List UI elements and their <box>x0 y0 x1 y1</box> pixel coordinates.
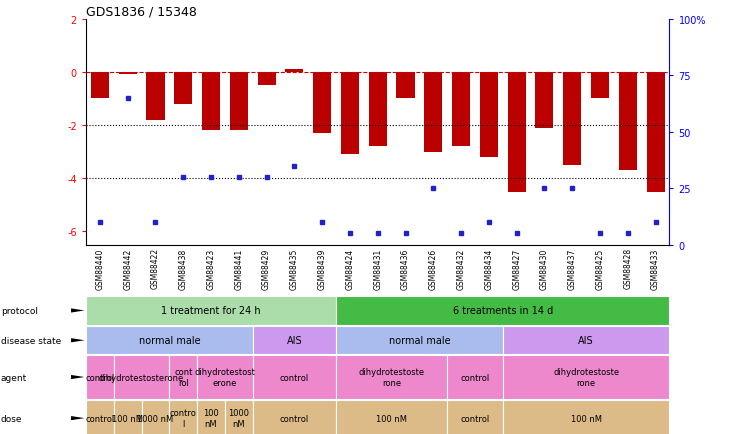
Text: GSM88425: GSM88425 <box>595 248 604 289</box>
Text: cont
rol: cont rol <box>174 368 192 387</box>
Bar <box>202 72 220 131</box>
Text: dose: dose <box>1 414 22 423</box>
Text: agent: agent <box>1 373 27 381</box>
Text: control: control <box>280 414 309 423</box>
Polygon shape <box>71 375 85 379</box>
Text: 1000 nM: 1000 nM <box>138 414 174 423</box>
Bar <box>86 296 336 326</box>
Text: dihydrotestosterone: dihydrotestosterone <box>99 373 184 381</box>
Text: GSM88436: GSM88436 <box>401 248 410 289</box>
Bar <box>447 400 503 434</box>
Text: 1 treatment for 24 h: 1 treatment for 24 h <box>162 306 261 316</box>
Polygon shape <box>71 416 85 420</box>
Text: 6 treatments in 14 d: 6 treatments in 14 d <box>453 306 553 316</box>
Bar <box>341 72 359 155</box>
Text: GSM88441: GSM88441 <box>234 248 243 289</box>
Bar <box>169 400 197 434</box>
Bar <box>646 72 664 192</box>
Bar <box>313 72 331 134</box>
Text: AIS: AIS <box>578 335 594 345</box>
Text: GSM88431: GSM88431 <box>373 248 382 289</box>
Bar <box>253 355 336 399</box>
Bar <box>86 355 114 399</box>
Text: GSM88438: GSM88438 <box>179 248 188 289</box>
Text: GSM88427: GSM88427 <box>512 248 521 289</box>
Text: GSM88434: GSM88434 <box>485 248 494 289</box>
Bar <box>503 400 669 434</box>
Text: control: control <box>460 373 490 381</box>
Text: GSM88432: GSM88432 <box>456 248 465 289</box>
Text: control: control <box>460 414 490 423</box>
Text: disease state: disease state <box>1 336 61 345</box>
Bar <box>169 355 197 399</box>
Bar <box>591 72 609 99</box>
Bar <box>114 355 169 399</box>
Bar <box>536 72 554 128</box>
Bar <box>86 326 253 355</box>
Bar <box>253 326 336 355</box>
Bar <box>257 72 276 86</box>
Bar <box>508 72 526 192</box>
Bar <box>503 355 669 399</box>
Text: GSM88428: GSM88428 <box>623 248 632 289</box>
Bar <box>369 72 387 147</box>
Text: control: control <box>280 373 309 381</box>
Text: GSM88429: GSM88429 <box>262 248 271 289</box>
Text: normal male: normal male <box>389 335 450 345</box>
Bar <box>230 72 248 131</box>
Bar <box>336 296 669 326</box>
Text: GSM88439: GSM88439 <box>318 248 327 289</box>
Text: AIS: AIS <box>286 335 302 345</box>
Bar <box>253 400 336 434</box>
Bar <box>174 72 192 105</box>
Text: GSM88442: GSM88442 <box>123 248 132 289</box>
Bar <box>197 355 253 399</box>
Text: 1000
nM: 1000 nM <box>228 408 249 428</box>
Bar <box>197 400 225 434</box>
Bar <box>336 326 503 355</box>
Bar <box>336 355 447 399</box>
Text: GSM88430: GSM88430 <box>540 248 549 289</box>
Text: dihydrotestoste
rone: dihydrotestoste rone <box>358 368 425 387</box>
Text: dihydrotestoste
rone: dihydrotestoste rone <box>553 368 619 387</box>
Bar <box>114 400 141 434</box>
Polygon shape <box>71 309 85 313</box>
Polygon shape <box>71 339 85 342</box>
Bar <box>91 72 109 99</box>
Text: protocol: protocol <box>1 306 37 315</box>
Bar <box>452 72 470 147</box>
Text: GSM88433: GSM88433 <box>651 248 660 289</box>
Text: GSM88424: GSM88424 <box>346 248 355 289</box>
Text: 100 nM: 100 nM <box>571 414 601 423</box>
Text: control: control <box>85 414 114 423</box>
Text: GSM88437: GSM88437 <box>568 248 577 289</box>
Bar <box>336 400 447 434</box>
Bar <box>447 355 503 399</box>
Bar <box>503 326 669 355</box>
Text: GSM88435: GSM88435 <box>290 248 299 289</box>
Text: normal male: normal male <box>138 335 200 345</box>
Bar <box>563 72 581 165</box>
Text: 100 nM: 100 nM <box>376 414 407 423</box>
Text: GDS1836 / 15348: GDS1836 / 15348 <box>86 5 197 18</box>
Bar <box>286 70 304 72</box>
Text: GSM88426: GSM88426 <box>429 248 438 289</box>
Bar <box>147 72 165 120</box>
Text: GSM88422: GSM88422 <box>151 248 160 289</box>
Text: GSM88440: GSM88440 <box>96 248 105 289</box>
Bar <box>141 400 169 434</box>
Bar <box>225 400 253 434</box>
Bar <box>424 72 442 152</box>
Text: control: control <box>85 373 114 381</box>
Text: dihydrotestost
erone: dihydrotestost erone <box>194 368 255 387</box>
Text: contro
l: contro l <box>170 408 197 428</box>
Bar <box>396 72 414 99</box>
Text: GSM88423: GSM88423 <box>206 248 215 289</box>
Bar <box>86 400 114 434</box>
Text: 100 nM: 100 nM <box>112 414 143 423</box>
Text: 100
nM: 100 nM <box>203 408 219 428</box>
Bar <box>480 72 498 158</box>
Bar <box>119 72 137 75</box>
Bar <box>619 72 637 171</box>
